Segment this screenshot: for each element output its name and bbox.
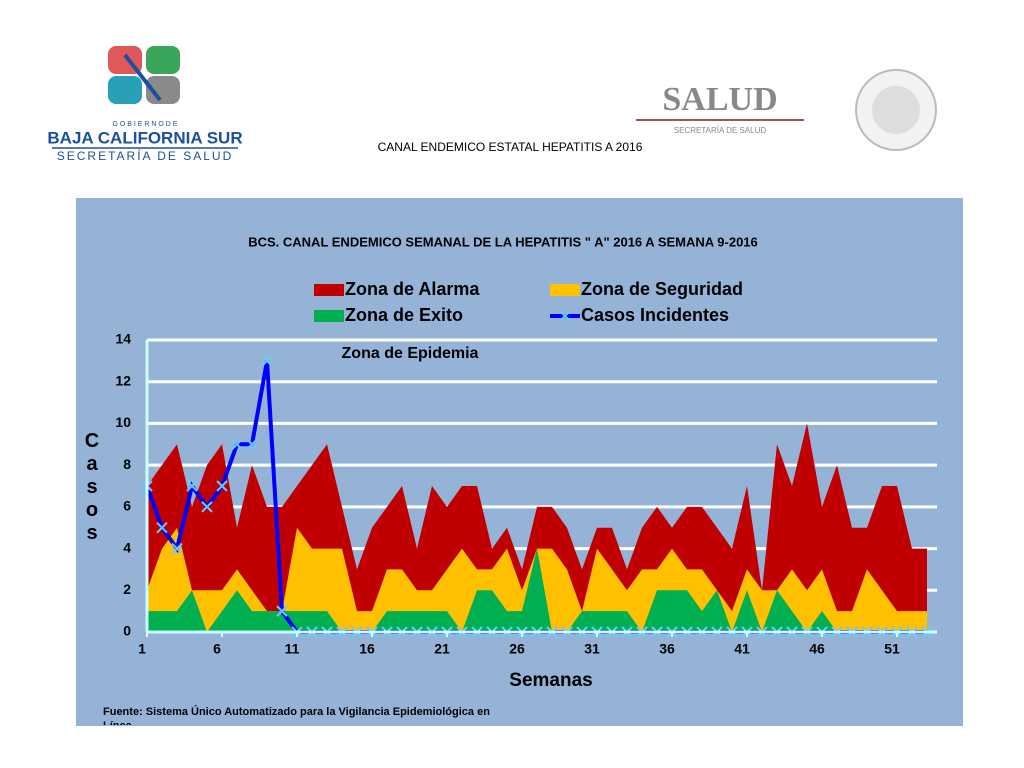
chart-title: BCS. CANAL ENDEMICO SEMANAL DE LA HEPATI… bbox=[248, 234, 758, 249]
legend-label: Zona de Exito bbox=[345, 305, 463, 325]
y-axis-label: Casos bbox=[84, 430, 100, 544]
marker bbox=[156, 522, 168, 534]
seal-center bbox=[872, 86, 920, 134]
marker bbox=[261, 355, 273, 367]
y-tick-label: 0 bbox=[123, 623, 131, 639]
y-tick-label: 14 bbox=[115, 331, 131, 347]
legend-label: Zona de Seguridad bbox=[581, 279, 743, 299]
page-title: CANAL ENDEMICO ESTATAL HEPATITIS A 2016 bbox=[378, 140, 643, 154]
state-dept: SECRETARÍA DE SALUD bbox=[57, 148, 233, 163]
legend-swatch bbox=[314, 310, 344, 322]
state-name: BAJA CALIFORNIA SUR bbox=[47, 128, 242, 147]
y-tick-label: 4 bbox=[123, 539, 131, 555]
x-tick-label: 26 bbox=[509, 641, 525, 657]
salud-logo: SALUD bbox=[662, 81, 777, 118]
y-tick-label: 2 bbox=[123, 581, 131, 597]
legend-label: Casos Incidentes bbox=[581, 305, 729, 325]
salud-dept: SECRETARÍA DE SALUD bbox=[674, 126, 767, 135]
marker bbox=[276, 605, 288, 617]
annotation: Zona de Epidemia bbox=[342, 345, 479, 362]
x-tick-label: 41 bbox=[734, 641, 750, 657]
marker bbox=[186, 480, 198, 492]
marker bbox=[171, 542, 183, 555]
x-tick-label: 31 bbox=[584, 641, 600, 657]
x-tick-label: 51 bbox=[884, 641, 900, 657]
source-note: Fuente: Sistema Único Automatizado para … bbox=[103, 706, 490, 725]
y-tick-label: 8 bbox=[123, 456, 131, 472]
area bbox=[147, 548, 927, 632]
y-tick-label: 10 bbox=[115, 414, 131, 430]
x-tick-label: 6 bbox=[213, 641, 221, 657]
x-tick-label: 16 bbox=[359, 641, 375, 657]
x-tick-label: 46 bbox=[809, 641, 825, 657]
y-tick-label: 6 bbox=[123, 498, 131, 514]
marker bbox=[231, 438, 243, 450]
legend-marker bbox=[560, 311, 570, 321]
marker bbox=[216, 480, 228, 492]
marker bbox=[246, 438, 258, 450]
legend-swatch bbox=[314, 284, 344, 296]
x-tick-label: 21 bbox=[434, 641, 450, 657]
gov-line: G O B I E R N O D E bbox=[113, 121, 178, 128]
x-tick-label: 11 bbox=[285, 641, 300, 657]
x-tick-label: 1 bbox=[138, 641, 146, 657]
legend-swatch bbox=[550, 284, 580, 296]
y-tick-label: 12 bbox=[115, 372, 131, 388]
x-axis-label: Semanas bbox=[509, 670, 592, 691]
x-tick-label: 36 bbox=[659, 641, 675, 657]
marker bbox=[201, 501, 213, 513]
legend-label: Zona de Alarma bbox=[345, 279, 480, 299]
bcs-logo bbox=[108, 46, 180, 104]
